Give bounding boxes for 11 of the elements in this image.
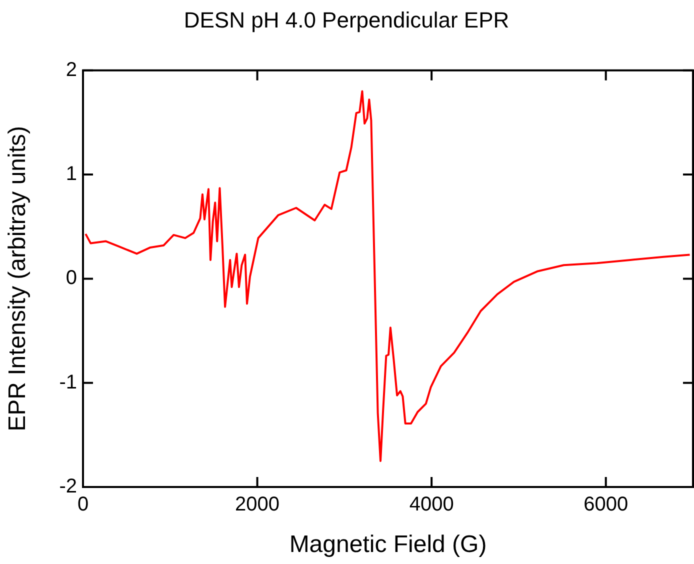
x-tick-label: 6000	[584, 494, 628, 516]
y-tick-label: 1	[66, 163, 77, 186]
x-tick-label: 2000	[235, 494, 280, 516]
chart-title: DESN pH 4.0 Perpendicular EPR	[184, 7, 510, 32]
y-tick-label: -2	[59, 476, 77, 498]
y-tick-label: 2	[66, 58, 77, 81]
y-tick-label: 0	[66, 267, 77, 290]
x-axis-title: Magnetic Field (G)	[289, 531, 487, 558]
y-tick-label: -1	[59, 371, 77, 394]
x-tick-label: 4000	[409, 494, 454, 516]
y-axis-title: EPR Intensity (arbitray units)	[4, 126, 32, 432]
